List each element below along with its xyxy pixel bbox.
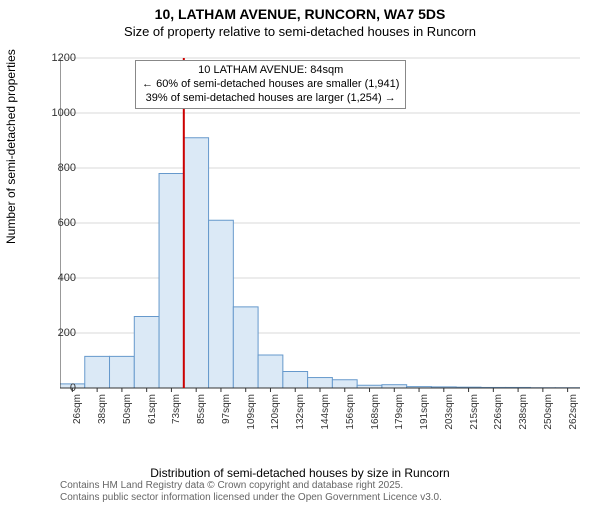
x-tick-label: 250sqm	[543, 394, 554, 430]
histogram-bar	[110, 356, 135, 388]
histogram-bar	[308, 378, 333, 388]
x-tick-label: 262sqm	[568, 394, 579, 430]
histogram-bar	[159, 174, 184, 389]
x-tick-label: 73sqm	[171, 394, 182, 424]
y-tick-label: 800	[42, 162, 76, 174]
y-tick-label: 1000	[42, 107, 76, 119]
x-tick-label: 97sqm	[221, 394, 232, 424]
x-tick-label: 179sqm	[394, 394, 405, 430]
attribution-line1: Contains HM Land Registry data © Crown c…	[60, 480, 442, 492]
histogram-bar	[258, 355, 283, 388]
chart-subtitle: Size of property relative to semi-detach…	[0, 24, 600, 39]
histogram-bar	[209, 220, 234, 388]
x-tick-label: 38sqm	[97, 394, 108, 424]
annot-property-size: 10 LATHAM AVENUE: 84sqm	[142, 64, 399, 78]
y-tick-label: 400	[42, 272, 76, 284]
x-tick-label: 156sqm	[345, 394, 356, 430]
x-tick-label: 85sqm	[196, 394, 207, 424]
attribution-line2: Contains public sector information licen…	[60, 492, 442, 504]
x-tick-label: 109sqm	[246, 394, 257, 430]
histogram-bar	[283, 372, 308, 389]
x-tick-label: 61sqm	[147, 394, 158, 424]
x-tick-label: 238sqm	[518, 394, 529, 430]
x-tick-label: 50sqm	[122, 394, 133, 424]
y-tick-label: 200	[42, 327, 76, 339]
y-tick-label: 600	[42, 217, 76, 229]
y-tick-label: 1200	[42, 52, 76, 64]
plot-area	[60, 54, 580, 434]
marker-annotation-box: 10 LATHAM AVENUE: 84sqm ← 60% of semi-de…	[135, 60, 406, 109]
x-tick-label: 26sqm	[72, 394, 83, 424]
histogram-bar	[332, 380, 357, 388]
x-tick-label: 132sqm	[295, 394, 306, 430]
x-tick-label: 226sqm	[493, 394, 504, 430]
histogram-bar	[233, 307, 258, 388]
y-axis-label: Number of semi-detached properties	[4, 49, 18, 244]
histogram-svg	[60, 54, 580, 434]
y-tick-label: 0	[42, 382, 76, 394]
x-tick-label: 168sqm	[370, 394, 381, 430]
annot-smaller-pct: ← 60% of semi-detached houses are smalle…	[142, 78, 399, 92]
x-tick-label: 120sqm	[270, 394, 281, 430]
x-tick-label: 191sqm	[419, 394, 430, 430]
attribution: Contains HM Land Registry data © Crown c…	[60, 480, 442, 504]
x-tick-label: 144sqm	[320, 394, 331, 430]
chart-title-address: 10, LATHAM AVENUE, RUNCORN, WA7 5DS	[0, 6, 600, 22]
annot-larger-pct: 39% of semi-detached houses are larger (…	[142, 92, 399, 106]
histogram-bar	[184, 138, 209, 388]
histogram-bar	[85, 356, 110, 388]
x-axis-label: Distribution of semi-detached houses by …	[0, 466, 600, 480]
histogram-bar	[134, 317, 159, 389]
x-tick-label: 215sqm	[469, 394, 480, 430]
x-tick-label: 203sqm	[444, 394, 455, 430]
